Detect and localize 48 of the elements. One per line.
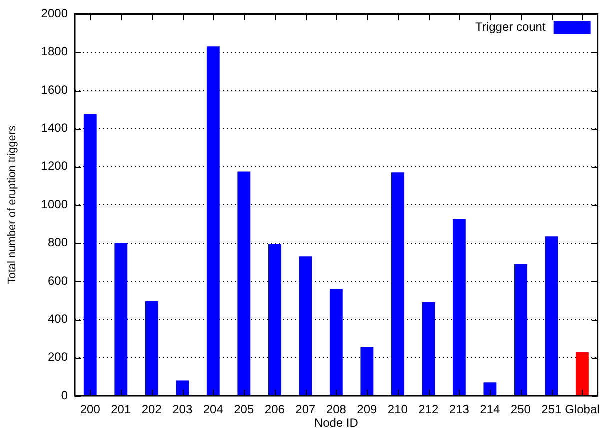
x-tick-label: 209 (357, 402, 378, 417)
x-tick-label: 208 (326, 402, 347, 417)
bar (545, 236, 558, 396)
bar (299, 256, 312, 396)
x-tick-label: 212 (418, 402, 440, 417)
bar (330, 289, 343, 396)
bar (238, 172, 251, 396)
y-tick-label: 2000 (41, 6, 68, 21)
x-tick-label: 203 (172, 402, 193, 417)
y-tick-label: 1800 (41, 44, 68, 59)
x-tick-label: 250 (510, 402, 532, 417)
x-tick-label: 206 (264, 402, 286, 417)
x-tick-label: 207 (296, 402, 316, 417)
bar (145, 302, 158, 396)
y-tick-label: 1200 (41, 159, 68, 174)
bar (422, 302, 436, 396)
x-tick-label: 201 (111, 402, 132, 417)
bar (576, 352, 589, 396)
bar (452, 219, 466, 396)
bar (114, 243, 128, 396)
bar (268, 244, 282, 396)
x-tick-label: 204 (203, 402, 224, 417)
x-tick-label: 251 (542, 402, 562, 417)
y-tick-label: 800 (48, 236, 68, 250)
bar (84, 114, 97, 396)
x-tick-label: 202 (142, 402, 162, 417)
y-tick-label: 400 (48, 312, 68, 326)
y-tick-label: 600 (48, 274, 68, 288)
x-tick-label: 200 (80, 402, 101, 417)
x-tick-label: Global (565, 402, 600, 417)
y-tick-label: 1400 (41, 121, 68, 136)
x-tick-label: 205 (234, 402, 254, 417)
bar (514, 264, 528, 396)
legend-label: Trigger count (476, 20, 546, 34)
bar (391, 172, 404, 396)
bar (206, 46, 220, 396)
y-axis-title: Total number of eruption triggers (6, 125, 19, 284)
x-axis-title: Node ID (314, 416, 359, 430)
x-tick-label: 210 (388, 402, 408, 417)
bar (176, 380, 190, 396)
x-tick-label: 214 (480, 402, 501, 417)
y-tick-label: 200 (48, 350, 68, 364)
bar (360, 347, 374, 396)
x-tick-label: 213 (449, 402, 470, 417)
y-tick-label: 1600 (41, 82, 68, 97)
y-tick-label: 0 (61, 388, 68, 402)
bar (484, 382, 497, 396)
y-tick-label: 1000 (41, 197, 68, 212)
